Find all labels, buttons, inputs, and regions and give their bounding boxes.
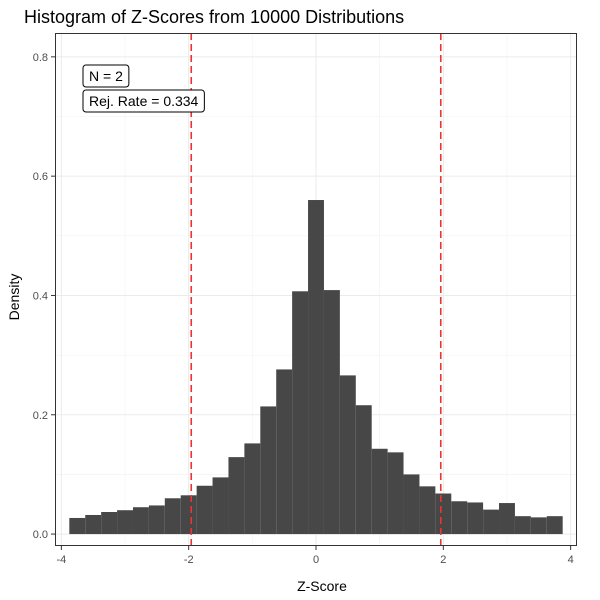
histogram-bar: [101, 511, 118, 535]
histogram-bar: [387, 452, 404, 535]
histogram-bar: [148, 505, 165, 535]
y-tick-label: 0.4: [33, 290, 48, 302]
histogram-bar: [419, 486, 436, 535]
histogram-bar: [196, 485, 213, 535]
histogram-bar: [132, 507, 149, 535]
histogram-bar: [499, 503, 515, 535]
histogram-bar: [244, 443, 261, 535]
histogram-bar: [164, 498, 181, 535]
histogram-bar: [355, 405, 372, 535]
y-axis-title: Density: [6, 274, 22, 321]
histogram-bar: [308, 200, 324, 535]
histogram-bar: [451, 501, 468, 535]
histogram-bar: [260, 406, 277, 535]
y-tick-label: 0.0: [33, 529, 48, 541]
x-axis-title: Z-Score: [297, 578, 347, 594]
histogram-bar: [323, 290, 340, 535]
chart-title: Histogram of Z-Scores from 10000 Distrib…: [24, 7, 404, 27]
histogram-bar: [467, 502, 484, 535]
histogram-bar: [371, 448, 388, 535]
histogram-bar: [276, 369, 293, 535]
histogram-bar: [483, 509, 500, 535]
histogram-bar: [403, 474, 420, 535]
histogram-bar: [85, 514, 102, 535]
histogram-bar: [212, 477, 229, 535]
x-tick-label: -2: [184, 554, 194, 566]
reference-lines: [190, 33, 442, 546]
y-tick-label: 0.2: [33, 410, 48, 422]
x-tick-label: -4: [56, 554, 66, 566]
annotation-label: Rej. Rate = 0.334: [82, 89, 205, 113]
x-tick-label: 4: [568, 554, 574, 566]
histogram-bar: [530, 517, 547, 535]
histogram-bar: [228, 457, 245, 535]
y-axis-ticks: 0.0 0.2 0.4 0.6 0.8: [33, 52, 55, 541]
histogram-bar: [180, 495, 197, 535]
bars: [69, 200, 563, 535]
annotation-box: [82, 64, 130, 88]
histogram-bar: [339, 375, 356, 535]
histogram-bar: [514, 516, 531, 535]
y-tick-label: 0.8: [33, 52, 48, 64]
annotation-text: N = 2: [89, 68, 123, 84]
histogram-bar: [69, 517, 86, 535]
y-tick-label: 0.6: [33, 171, 48, 183]
histogram-bar: [546, 516, 563, 535]
annotation-box: [82, 89, 205, 113]
histogram-bar: [117, 510, 133, 535]
annotation-text: Rej. Rate = 0.334: [89, 93, 199, 109]
annotation-label: N = 2: [82, 64, 130, 88]
x-tick-label: 0: [313, 554, 319, 566]
x-axis-ticks: -4 -2 0 2 4: [56, 546, 574, 566]
x-tick-label: 2: [440, 554, 446, 566]
annotations: N = 2 Rej. Rate = 0.334: [82, 64, 205, 113]
histogram-bar: [292, 291, 309, 535]
plot-border: [55, 33, 577, 546]
histogram-bar: [435, 493, 452, 535]
